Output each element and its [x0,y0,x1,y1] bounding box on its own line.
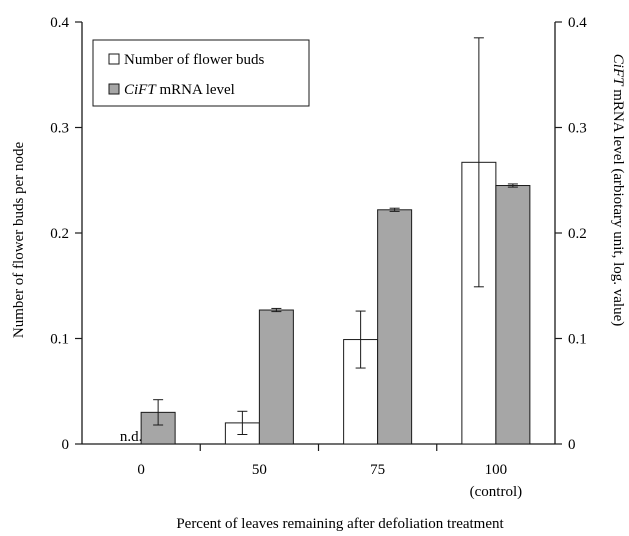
right-y-tick-label: 0.3 [568,121,587,137]
not-detected-label: n.d. [120,429,143,445]
x-tick-label: 75 [370,462,385,478]
left-y-tick-label: 0.3 [50,121,69,137]
right-y-tick-label: 0 [568,437,576,453]
x-axis-label: Percent of leaves remaining after defoli… [176,516,504,532]
left-y-tick-label: 0.2 [50,226,69,242]
x-tick-label: 0 [137,462,145,478]
left-y-tick-label: 0.1 [50,332,69,348]
bar [496,186,530,444]
x-tick-label: 100 [485,462,508,478]
right-y-tick-label: 0.4 [568,15,587,31]
x-tick-label: 50 [252,462,267,478]
x-tick-label-sub: (control) [470,484,522,500]
legend-label-cift-mrna: CiFT mRNA level [124,82,235,98]
legend: Number of flower buds CiFT mRNA level [93,40,309,106]
left-y-tick-label: 0 [62,437,70,453]
legend-swatch-flower-buds [109,54,119,64]
bar [378,210,412,444]
legend-label-flower-buds: Number of flower buds [124,52,265,68]
left-y-axis-label: Number of flower buds per node [11,142,27,339]
bar [259,310,293,444]
left-y-tick-label: 0.4 [50,15,69,31]
right-y-tick-label: 0.2 [568,226,587,242]
right-y-tick-label: 0.1 [568,332,587,348]
right-y-axis-label: CiFT mRNA level (arbiotary unit, log. va… [610,54,626,326]
legend-swatch-cift-mrna [109,84,119,94]
